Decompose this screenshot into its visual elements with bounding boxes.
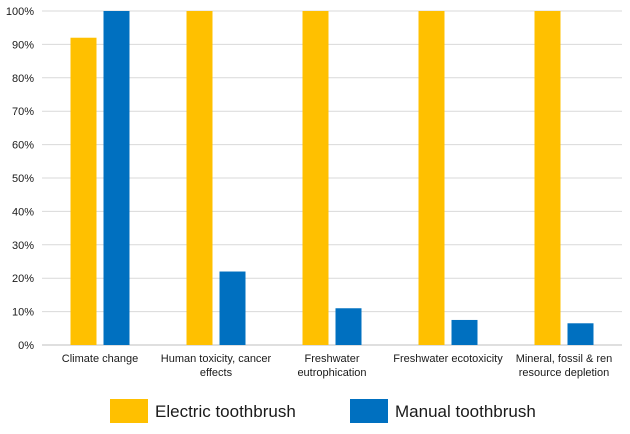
bar-electric-toothbrush	[418, 11, 445, 345]
x-category-label: Mineral, fossil & ren resource depletion	[516, 353, 613, 379]
x-category-label-line: Human toxicity, cancer	[161, 353, 272, 365]
legend-label: Electric toothbrush	[155, 402, 296, 421]
x-category-label-line: resource depletion	[519, 367, 610, 379]
y-tick-label: 100%	[6, 6, 34, 18]
y-tick-label: 60%	[12, 140, 34, 152]
bar-manual-toothbrush	[219, 271, 246, 345]
legend-swatch	[350, 399, 388, 423]
bar-manual-toothbrush	[103, 11, 130, 345]
x-category-label-line: Freshwater	[304, 353, 359, 365]
bar-manual-toothbrush	[567, 323, 594, 345]
y-tick-label: 80%	[12, 73, 34, 85]
legend-label: Manual toothbrush	[395, 402, 536, 421]
x-category-label-line: Climate change	[62, 353, 138, 365]
y-tick-label: 10%	[12, 307, 34, 319]
x-category-label-line: effects	[200, 367, 233, 379]
y-tick-label: 70%	[12, 106, 34, 118]
y-tick-label: 20%	[12, 273, 34, 285]
bar-electric-toothbrush	[186, 11, 213, 345]
bar-electric-toothbrush	[302, 11, 329, 345]
x-category-label: Climate change	[62, 353, 138, 365]
bar-manual-toothbrush	[451, 319, 478, 345]
bar-manual-toothbrush	[335, 308, 362, 345]
grid-lines	[42, 10, 622, 346]
x-category-label-line: Freshwater ecotoxicity	[393, 353, 503, 365]
x-axis-categories: Climate change Human toxicity, cancer effe…	[62, 353, 613, 379]
y-tick-label: 50%	[12, 173, 34, 185]
x-category-label-line: eutrophication	[297, 367, 366, 379]
x-category-label: Freshwater eutrophication	[297, 353, 366, 379]
bars	[70, 11, 594, 345]
legend: Electric toothbrush Manual toothbrush	[110, 399, 536, 423]
bar-electric-toothbrush	[70, 37, 97, 345]
y-tick-label: 90%	[12, 39, 34, 51]
x-category-label: Human toxicity, cancer effects	[161, 353, 272, 379]
y-tick-label: 30%	[12, 240, 34, 252]
x-category-label-line: Mineral, fossil & ren	[516, 353, 613, 365]
y-tick-label: 0%	[18, 340, 34, 352]
bar-electric-toothbrush	[534, 11, 561, 345]
y-tick-label: 40%	[12, 206, 34, 218]
y-axis-ticks: 0% 10% 20% 30% 40% 50% 60% 70% 80% 90% 100%	[6, 6, 34, 352]
x-category-label: Freshwater ecotoxicity	[393, 353, 503, 365]
legend-swatch	[110, 399, 148, 423]
